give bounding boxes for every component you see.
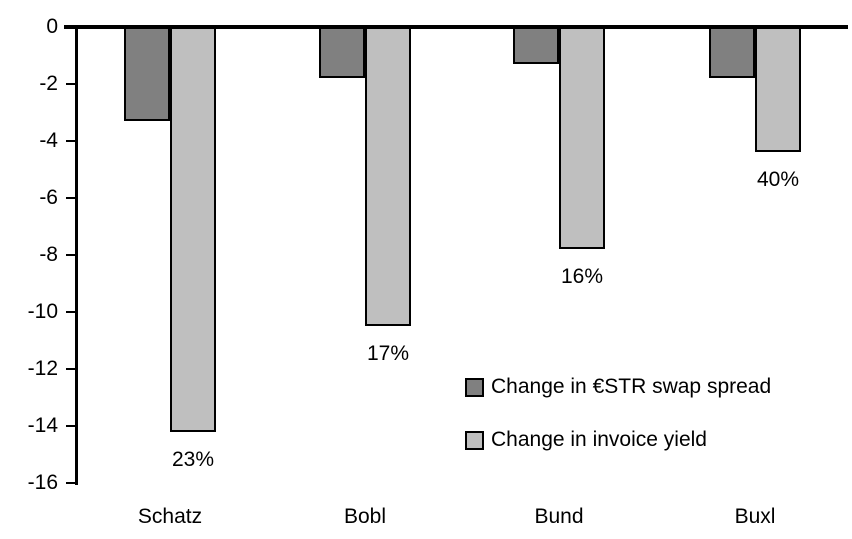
- y-axis-tick: [66, 25, 76, 29]
- y-tick-label: -6: [39, 186, 58, 209]
- bar-bund-swap-spread: [513, 27, 559, 65]
- y-axis-tick: [66, 424, 76, 428]
- y-axis-line: [74, 25, 78, 485]
- y-axis-tick: [66, 196, 76, 200]
- legend-label-swap-spread: Change in €STR swap spread: [491, 375, 772, 398]
- y-tick-label: -16: [27, 471, 58, 494]
- bar-schatz-invoice-yield: [170, 27, 216, 432]
- bar-schatz-swap-spread: [124, 27, 170, 122]
- y-axis-tick: [66, 253, 76, 257]
- x-category-label-schatz: Schatz: [137, 505, 203, 528]
- y-axis-tick: [66, 481, 76, 485]
- x-axis-zero-line: [64, 25, 848, 29]
- legend-swatch-invoice-yield-icon: [465, 430, 484, 450]
- bar-value-label-bobl: 17%: [366, 342, 410, 366]
- y-tick-label: -10: [27, 300, 58, 323]
- x-category-label-bund: Bund: [534, 505, 584, 528]
- bar-value-label-schatz: 23%: [171, 447, 215, 471]
- y-tick-label: 0: [46, 15, 58, 38]
- x-category-label-bobl: Bobl: [343, 505, 387, 528]
- y-axis-tick: [66, 139, 76, 143]
- bar-buxl-invoice-yield: [755, 27, 801, 153]
- y-tick-label: -4: [39, 129, 58, 152]
- y-tick-label: -12: [27, 357, 58, 380]
- bar-bobl-invoice-yield: [365, 27, 411, 327]
- chart-legend: Change in €STR swap spread Change in inv…: [465, 374, 771, 453]
- y-axis-tick: [66, 367, 76, 371]
- y-tick-label: -2: [39, 72, 58, 95]
- bar-bund-invoice-yield: [559, 27, 605, 250]
- legend-label-invoice-yield: Change in invoice yield: [491, 428, 707, 451]
- bar-buxl-swap-spread: [709, 27, 755, 79]
- bar-bobl-swap-spread: [319, 27, 365, 79]
- y-tick-label: -8: [39, 243, 58, 266]
- legend-item-swap-spread: Change in €STR swap spread: [465, 374, 771, 400]
- bar-value-label-bund: 16%: [560, 265, 604, 289]
- y-axis-tick: [66, 82, 76, 86]
- bar-value-label-buxl: 40%: [756, 168, 800, 192]
- x-category-label-buxl: Buxl: [734, 505, 776, 528]
- legend-swatch-swap-spread-icon: [465, 377, 484, 397]
- y-axis-tick: [66, 310, 76, 314]
- y-tick-label: -14: [27, 414, 58, 437]
- legend-item-invoice-yield: Change in invoice yield: [465, 427, 771, 453]
